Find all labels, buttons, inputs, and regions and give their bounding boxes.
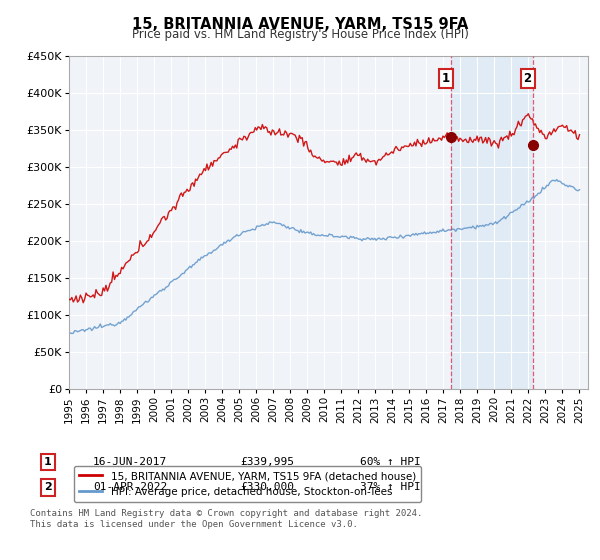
Text: 01-APR-2022: 01-APR-2022 [93,482,167,492]
Bar [451,56,533,389]
Legend: 15, BRITANNIA AVENUE, YARM, TS15 9FA (detached house), HPI: Average price, detac: 15, BRITANNIA AVENUE, YARM, TS15 9FA (de… [74,466,421,502]
Text: Contains HM Land Registry data © Crown copyright and database right 2024.: Contains HM Land Registry data © Crown c… [30,509,422,518]
Text: 37% ↑ HPI: 37% ↑ HPI [360,482,421,492]
Text: 60% ↑ HPI: 60% ↑ HPI [360,457,421,467]
Text: £330,000: £330,000 [240,482,294,492]
Text: £339,995: £339,995 [240,457,294,467]
Text: 1: 1 [442,72,450,85]
Text: 2: 2 [524,72,532,85]
Text: Price paid vs. HM Land Registry's House Price Index (HPI): Price paid vs. HM Land Registry's House … [131,28,469,41]
Text: 2: 2 [44,482,52,492]
Text: 16-JUN-2017: 16-JUN-2017 [93,457,167,467]
Text: 15, BRITANNIA AVENUE, YARM, TS15 9FA: 15, BRITANNIA AVENUE, YARM, TS15 9FA [132,17,468,32]
Text: This data is licensed under the Open Government Licence v3.0.: This data is licensed under the Open Gov… [30,520,358,529]
Text: 1: 1 [44,457,52,467]
